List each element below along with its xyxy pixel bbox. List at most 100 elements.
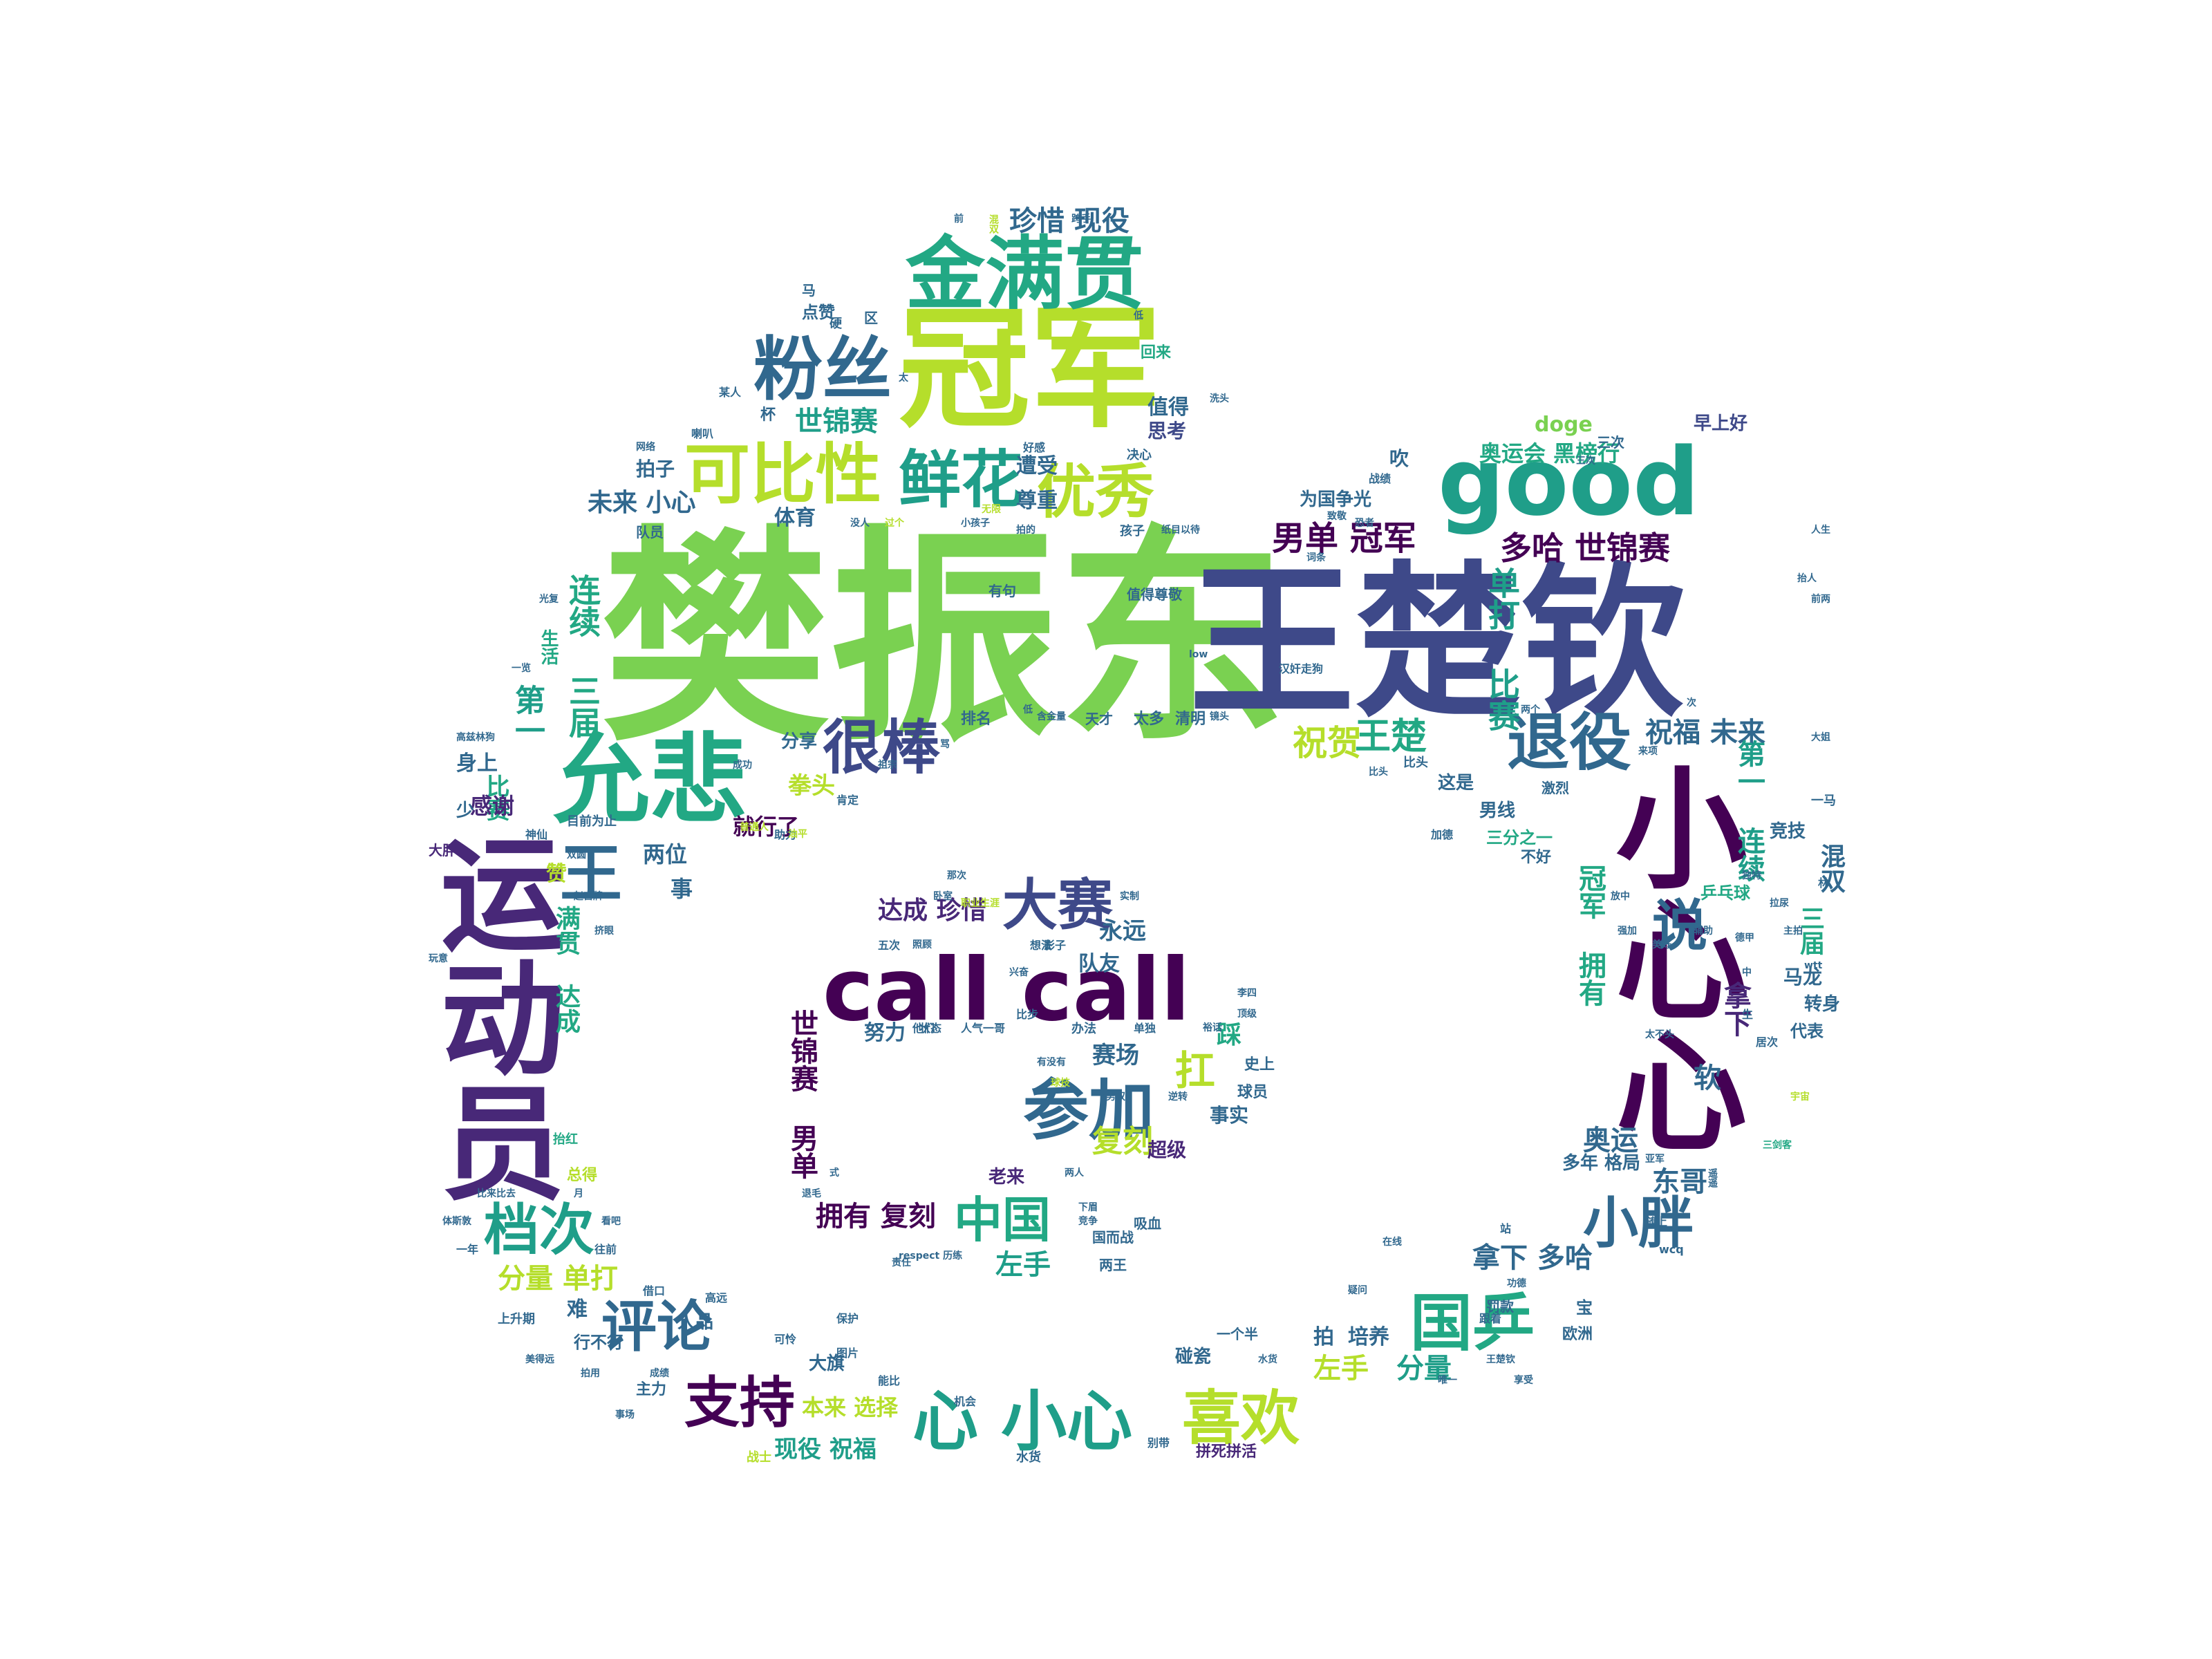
cloud-word: 大赛 [1002,873,1113,937]
cloud-word: 吸血 [1134,1215,1161,1232]
cloud-word: 次 [1687,697,1696,709]
cloud-word: 乒乓球 [1700,883,1750,903]
cloud-word: 天才 [1085,711,1113,727]
cloud-word: 说 [1652,894,1707,958]
cloud-word: 过个 [885,518,904,529]
cloud-word: 生 [1742,1008,1754,1021]
cloud-word: 双圆 [567,850,586,861]
cloud-word: 拳头 [788,772,835,800]
cloud-word: 拿下 多哈 [1472,1242,1593,1274]
cloud-word: 可比性 [684,437,882,513]
cloud-word: 一个半 [1217,1326,1258,1342]
cloud-word: respect 历练 [899,1250,963,1262]
cloud-word: 他们 [912,1022,935,1035]
cloud-word: 主力 [636,1381,667,1398]
cloud-word: 遥遥 [1707,1168,1718,1188]
cloud-word: 罚款 [1486,1298,1514,1315]
cloud-word: 低 [1023,704,1033,715]
cloud-word: 未来 小心 [588,489,696,517]
cloud-word: 实制 [1120,891,1139,902]
cloud-word: 体育 [774,506,816,530]
cloud-word: 难 [567,1297,588,1322]
cloud-word: 肯定 [836,794,859,807]
cloud-word: 奥运 [1583,1125,1638,1156]
cloud-word: 责任 [892,1257,911,1268]
cloud-word: 大胖 [429,842,456,859]
cloud-word: 区 [864,310,878,326]
cloud-word: 单独 [1134,1022,1156,1035]
cloud-word: 事 [671,876,693,902]
cloud-word: 老来 [988,1167,1025,1188]
cloud-word: 马 [802,282,816,299]
cloud-word: 上升期 [498,1312,535,1327]
cloud-word: 踩 [1217,1021,1242,1049]
cloud-word: 这是 [1438,773,1474,794]
cloud-word: 队友 [1078,952,1120,976]
cloud-word: 致敬 [1327,511,1347,522]
cloud-word: 往前 [594,1243,617,1256]
cloud-word: 镜头 [1210,711,1229,722]
cloud-word: 能比 [878,1374,901,1387]
cloud-word: 林 [1818,877,1830,890]
cloud-word: 水货 [1258,1354,1277,1365]
cloud-word: 高兹林狗 [456,732,495,743]
cloud-word: 复刻 [1092,1124,1153,1159]
cloud-word: 粉丝 [753,329,892,410]
cloud-word: 美好 [1652,939,1671,950]
cloud-word: 比头 [1369,767,1388,778]
cloud-word: 就行了 [733,814,800,840]
cloud-word: 行不行 [574,1333,624,1352]
cloud-word: 很棒 [823,714,941,782]
cloud-word: 那次 [947,870,966,881]
cloud-word: 清明 [1175,711,1206,728]
cloud-word: 人品 [677,1312,714,1333]
cloud-word: 软 [1694,1062,1721,1094]
cloud-word: 主拍 [1783,926,1803,937]
cloud-word: 心 小心 [912,1384,1133,1460]
cloud-word: 宇宙 [1790,1091,1810,1103]
cloud-word: 大旗 [809,1353,845,1374]
cloud-word: 词条 [1306,552,1326,563]
cloud-word: 祝贺 [1293,723,1362,763]
cloud-word: 吹 [1389,447,1409,470]
cloud-word: 喇叭 [691,427,714,440]
cloud-word: 点赞 [802,303,835,322]
cloud-word: wcq [1659,1243,1684,1256]
cloud-word: 樊振东 [601,507,1286,772]
cloud-word: 珍惜 现役 [1009,205,1130,237]
cloud-word: 好感 [1023,441,1046,454]
cloud-word: 回来 [1141,344,1172,362]
cloud-word: 转身 [1804,994,1841,1015]
cloud-word: 月 [574,1188,583,1199]
cloud-word: 裕话 [1203,1022,1222,1033]
cloud-word: 洗头 [1210,393,1229,404]
cloud-word: 王楚钦 [1486,1354,1515,1365]
cloud-word: 奥运会 黑榜行 [1479,440,1620,467]
cloud-word: 代表 [1790,1022,1824,1041]
cloud-word: 鲜花 [899,444,1023,516]
cloud-word: 两个 [1521,704,1540,715]
cloud-word: 比来比去 [477,1188,516,1199]
cloud-word: 值得 [1147,395,1189,420]
cloud-word: 一马 [1811,794,1836,808]
cloud-word: 连续 三届 [564,574,601,738]
cloud-word: 支持 [684,1371,795,1435]
cloud-word: 挤眼 [594,926,614,937]
cloud-word: 为国争光 [1300,489,1372,510]
cloud-word: 有没有 [1037,1057,1066,1068]
cloud-word: 永远 [1099,917,1146,945]
cloud-word: 小胖 [1583,1191,1694,1255]
cloud-word: 中 [1742,967,1752,978]
cloud-word: 多年 格局 [1562,1153,1641,1174]
cloud-word: 值得尊敬 [1127,586,1182,603]
cloud-word: 评论 [601,1295,712,1359]
cloud-word: 兴奋 [1009,967,1029,978]
cloud-word: 拍 [1313,1325,1334,1349]
cloud-word: 跨手 [1071,214,1091,225]
cloud-word: 拉尿 [1770,898,1789,909]
cloud-word: 赵宫牌 [574,891,603,902]
cloud-word: 别带 [1147,1436,1170,1450]
cloud-word: 居次 [1756,1035,1779,1049]
cloud-word: 宝 [1576,1298,1593,1318]
cloud-word: 水货 [1016,1450,1041,1465]
